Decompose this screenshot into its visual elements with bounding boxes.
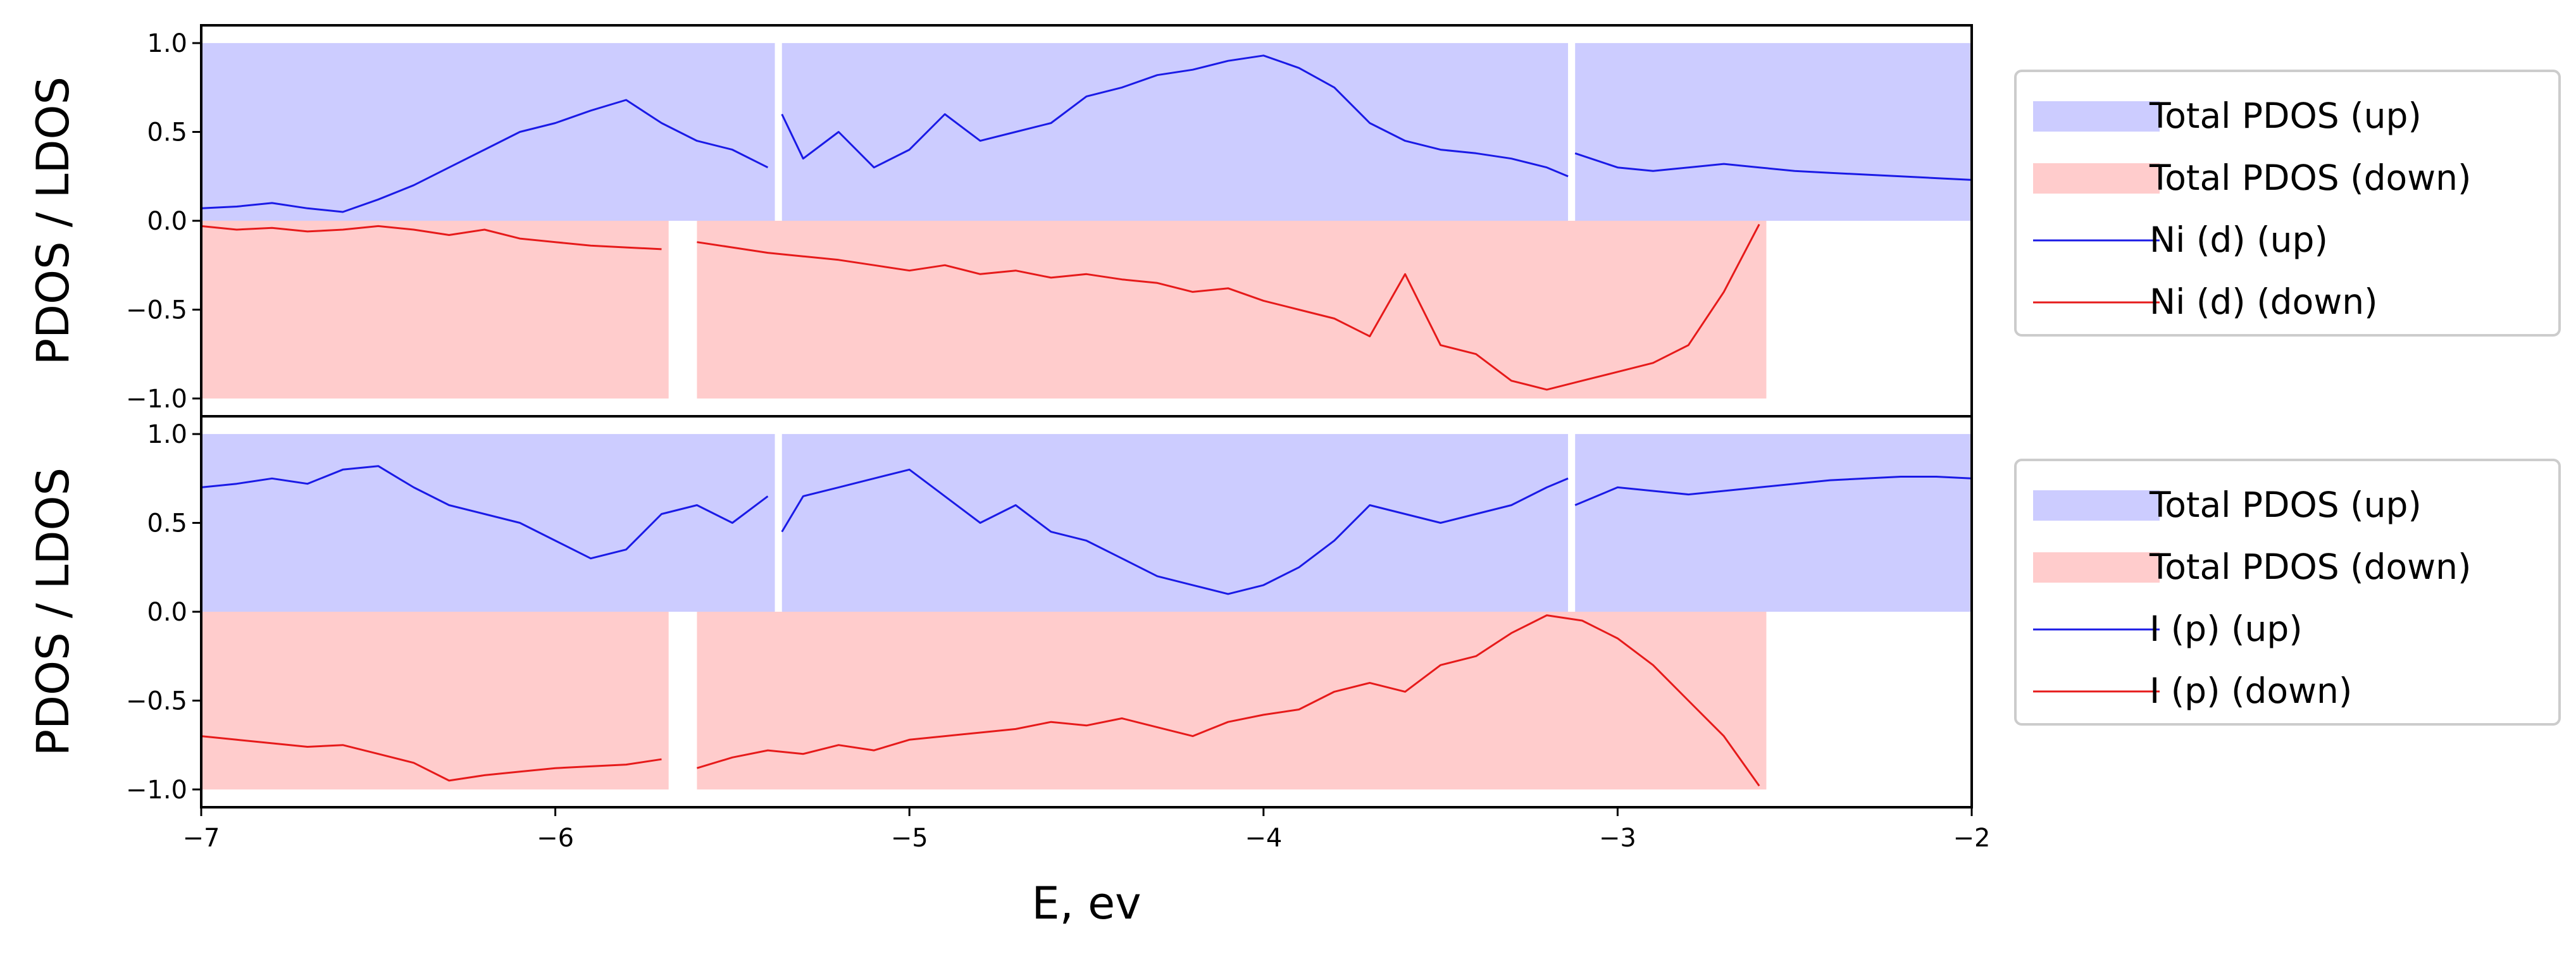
- y-tick-label: −1.0: [126, 385, 187, 414]
- series-down-line-0: [201, 225, 662, 251]
- total-pdos-up-fill-1: [781, 434, 1569, 612]
- x-tick-label: −3: [1599, 824, 1636, 853]
- total-pdos-up-fill-0: [201, 43, 775, 221]
- legend-frame: [2014, 70, 2561, 337]
- legend-label: Ni (d) (up): [2150, 220, 2328, 260]
- y-tick-label: −0.5: [126, 295, 187, 325]
- total-pdos-up-fill-1: [781, 43, 1569, 221]
- series-down-line-0: [201, 735, 662, 782]
- y-tick-label: −1.0: [126, 776, 187, 805]
- legend-label: Total PDOS (up): [2149, 485, 2422, 525]
- legend-swatch-up-fill: [2033, 490, 2160, 521]
- bottom-panel-i-p: −1.0 −0.5 0.0 0.5 1.0 −7 −6 −5 −4 −3 −2 PDOS / LD…: [27, 415, 1991, 929]
- total-pdos-down-fill-0: [201, 221, 669, 399]
- series-up-line-1: [781, 54, 1569, 178]
- legend-swatch-up-fill: [2033, 101, 2160, 132]
- total-pdos-up-fill-0: [201, 434, 775, 612]
- x-axis-title: E, ev: [1031, 877, 1141, 929]
- series-up-line-0: [201, 99, 769, 213]
- x-tick-label: −4: [1245, 824, 1282, 853]
- x-tick-label: −2: [1953, 824, 1991, 853]
- y-tick-label: 1.0: [147, 29, 187, 58]
- y-tick-label: 1.0: [147, 420, 187, 449]
- top-legend: Total PDOS (up) Total PDOS (down) Ni (d) (…: [2014, 70, 2561, 337]
- legend-label: Total PDOS (down): [2149, 547, 2471, 587]
- total-pdos-down-fill-1: [697, 221, 1767, 399]
- y-tick-label: 0.5: [147, 118, 187, 147]
- total-pdos-down-fill-1: [697, 612, 1767, 790]
- y-tick-label: 0.0: [147, 207, 187, 236]
- series-down-line-1: [696, 614, 1760, 787]
- legend-label: Total PDOS (down): [2149, 158, 2471, 198]
- bottom-y-axis-title: PDOS / LDOS: [27, 468, 79, 756]
- series-down-line-1: [697, 223, 1760, 391]
- total-pdos-up-fill-2: [1575, 43, 1972, 221]
- legend-label: I (p) (down): [2150, 671, 2352, 711]
- total-pdos-down-fill-0: [201, 612, 669, 790]
- series-up-line-0: [201, 465, 769, 560]
- legend-swatch-down-fill: [2033, 552, 2160, 583]
- bottom-legend: Total PDOS (up) Total PDOS (down) I (p) (u…: [2014, 459, 2561, 726]
- bottom-panel-frame: [200, 415, 1973, 808]
- legend-label: Total PDOS (up): [2149, 96, 2422, 136]
- x-tick-label: −6: [537, 824, 574, 853]
- y-tick-label: −0.5: [126, 686, 187, 716]
- top-y-axis-title: PDOS / LDOS: [27, 77, 79, 365]
- legend-label: I (p) (up): [2150, 609, 2303, 649]
- top-panel-ni-d: −1.0 −0.5 0.0 0.5 1.0 PDOS / LDOS: [27, 24, 1973, 418]
- legend-swatch-down-fill: [2033, 163, 2160, 194]
- x-tick-label: −7: [183, 824, 220, 853]
- legend-frame: [2014, 459, 2561, 726]
- y-tick-label: 0.0: [147, 598, 187, 627]
- x-tick-label: −5: [891, 824, 928, 853]
- series-up-line-1: [781, 468, 1569, 595]
- legend-label: Ni (d) (down): [2150, 282, 2378, 322]
- series-up-line-2: [1574, 152, 1972, 181]
- total-pdos-up-fill-2: [1575, 434, 1972, 612]
- y-tick-label: 0.5: [147, 509, 187, 538]
- series-up-line-2: [1574, 476, 1972, 506]
